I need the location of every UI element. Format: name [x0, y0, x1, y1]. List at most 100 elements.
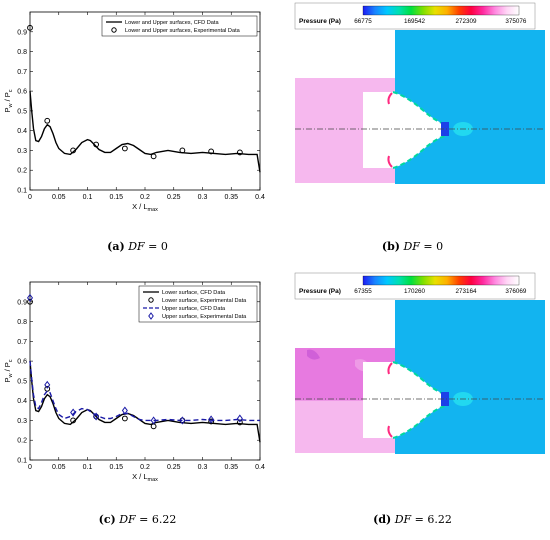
caption-a-value: = 0: [148, 240, 168, 253]
ambient-region: [395, 300, 545, 454]
caption-c: (c) DF = 6.22: [0, 513, 275, 526]
x-axis-label: X / Lmax: [132, 202, 158, 213]
caption-b: (b) DF = 0: [275, 240, 550, 253]
data-point: [121, 145, 128, 152]
x-tick-label: 0.05: [52, 194, 66, 201]
colorbar-title: Pressure (Pa): [299, 288, 341, 295]
y-tick-label: 0.6: [17, 359, 27, 366]
x-tick-label: 0.05: [52, 464, 66, 471]
legend-label: Lower and Upper surfaces, CFD Data: [125, 20, 219, 26]
upper-shear-layer: [392, 91, 446, 125]
data-point: [236, 414, 243, 423]
data-point: [150, 416, 157, 425]
y-tick-label: 0.5: [17, 378, 27, 385]
data-point: [208, 418, 215, 425]
data-point: [26, 293, 34, 302]
stagnation-upper: [387, 362, 393, 375]
legend-label: Lower surface, CFD Data: [162, 290, 226, 296]
stagnation-lower: [387, 155, 393, 168]
chamber-spot: [307, 349, 320, 360]
data-point: [179, 416, 186, 425]
jet-core: [441, 122, 449, 136]
legend-swatch: [111, 27, 117, 33]
x-tick-label: 0.35: [224, 464, 238, 471]
colorbar-tick-label: 376069: [505, 288, 527, 295]
y-tick-label: 0.8: [17, 49, 27, 56]
legend-label: Upper surface, Experimental Data: [162, 314, 247, 320]
contour-d: Pressure (Pa) 67355 170260 273164 376069: [294, 272, 545, 454]
legend-swatch: [148, 312, 154, 320]
ambient-region: [395, 30, 545, 184]
colorbar-tick-label: 66775: [354, 18, 372, 25]
colorbar-tick-label: 273164: [455, 288, 477, 295]
x-tick-label: 0.1: [83, 194, 93, 201]
y-tick-label: 0.1: [17, 458, 27, 465]
x-tick-label: 0.15: [109, 194, 123, 201]
caption-b-label: DF: [403, 240, 420, 253]
data-point: [121, 415, 128, 422]
stagnation-upper: [387, 92, 393, 105]
colorbar-tick-label: 272309: [455, 18, 477, 25]
data-point: [236, 149, 243, 156]
data-point: [70, 408, 77, 417]
stagnation-lower: [387, 425, 393, 438]
caption-b-letter: (b): [381, 240, 400, 253]
lower-shear-layer: [392, 135, 446, 169]
caption-c-value: = 6.22: [139, 513, 177, 526]
data-point: [179, 147, 186, 154]
caption-a: (a) DF = 0: [0, 240, 275, 253]
x-tick-label: 0.2: [140, 194, 150, 201]
y-tick-label: 0.7: [17, 339, 27, 346]
data-point: [44, 117, 51, 124]
legend-label: Lower and Upper surfaces, Experimental D…: [125, 28, 241, 34]
series-line-0: [29, 91, 261, 173]
x-tick-label: 0.3: [198, 194, 208, 201]
contour-b: Pressure (Pa) 66775 169542 272309 375076: [294, 2, 545, 184]
x-tick-label: 0.3: [198, 464, 208, 471]
x-tick-label: 0.2: [140, 464, 150, 471]
x-tick-label: 0: [28, 194, 32, 201]
y-tick-label: 0.1: [17, 188, 27, 195]
data-point: [27, 298, 33, 305]
x-tick-label: 0.4: [255, 194, 265, 201]
data-point: [70, 147, 77, 154]
colorbar-tick-label: 169542: [404, 18, 426, 25]
caption-d-value: = 6.22: [414, 513, 452, 526]
nozzle-wall: [363, 92, 445, 168]
x-tick-label: 0.15: [109, 464, 123, 471]
legend-label: Lower surface, Experimental Data: [162, 298, 247, 304]
colorbar: [362, 5, 520, 16]
data-point: [150, 153, 157, 160]
y-tick-label: 0.5: [17, 108, 27, 115]
colorbar-tick-label: 375076: [505, 18, 527, 25]
y-tick-label: 0.9: [17, 29, 27, 36]
y-tick-label: 0.4: [17, 128, 27, 135]
caption-d: (d) DF = 6.22: [275, 513, 550, 526]
lower-shear-layer: [392, 405, 446, 439]
x-tick-label: 0.35: [224, 194, 238, 201]
y-tick-label: 0.2: [17, 168, 27, 175]
data-point: [93, 412, 100, 421]
x-tick-label: 0.1: [83, 464, 93, 471]
plot-c: 0 0.05 0.1 0.15 0.2 0.25 0.3 0.35 0.4 0.1 0.2 0.3 0.…: [3, 281, 265, 483]
y-tick-label: 0.6: [17, 89, 27, 96]
plot-a: 0 0.05 0.1 0.15 0.2 0.25 0.3 0.35 0.4 0.1 0.2 0.3 0.…: [3, 11, 265, 213]
caption-a-letter: (a): [107, 240, 125, 253]
caption-d-letter: (d): [373, 513, 392, 526]
legend-swatch: [148, 297, 154, 303]
series-line-0: [29, 361, 261, 443]
data-point: [93, 141, 100, 148]
x-axis-label: X / Lmax: [132, 472, 158, 483]
colorbar-tick-label: 67355: [354, 288, 372, 295]
caption-c-label: DF: [119, 513, 136, 526]
colorbar-title: Pressure (Pa): [299, 18, 341, 25]
plot-frame: [29, 11, 261, 191]
caption-d-label: DF: [394, 513, 412, 526]
legend-label: Upper surface, CFD Data: [162, 306, 226, 312]
data-point: [27, 24, 33, 31]
caption-c-letter: (c): [98, 513, 116, 526]
data-point: [70, 417, 77, 424]
y-tick-label: 0.8: [17, 319, 27, 326]
data-point: [208, 415, 215, 424]
y-tick-label: 0.4: [17, 398, 27, 405]
